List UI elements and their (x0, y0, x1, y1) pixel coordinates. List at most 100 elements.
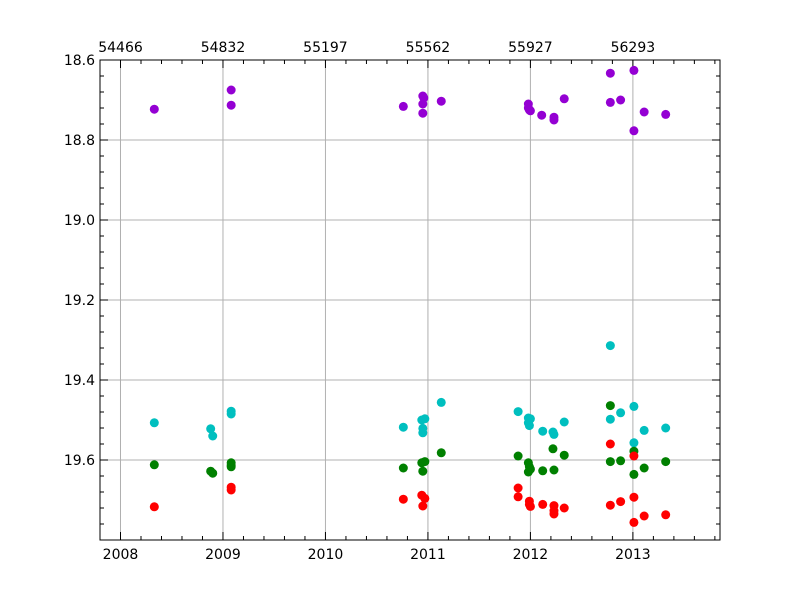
data-point (436, 397, 446, 407)
data-point (605, 68, 615, 78)
data-point (149, 418, 159, 428)
top-tick-label: 55562 (406, 40, 451, 56)
x-tick-label: 2011 (410, 547, 446, 563)
data-point (398, 422, 408, 432)
data-point (226, 462, 236, 472)
data-point (418, 428, 428, 438)
data-point (629, 401, 639, 411)
data-point (605, 341, 615, 351)
data-point (661, 109, 671, 119)
data-point (538, 499, 548, 509)
data-point (226, 485, 236, 495)
data-point (420, 414, 430, 424)
data-point (605, 500, 615, 510)
data-point (616, 456, 626, 466)
data-point (420, 493, 430, 503)
top-tick-label: 55197 (303, 40, 348, 56)
data-point (420, 457, 430, 467)
grid-lines (100, 59, 720, 540)
tick-labels: 2008 2009 2010 2011 2012 2013 54466 54832 55197 5… (64, 40, 655, 563)
data-point (661, 457, 671, 467)
data-point (513, 483, 523, 493)
data-points (149, 65, 671, 527)
data-point (559, 417, 569, 427)
data-point (226, 85, 236, 95)
data-point (525, 106, 535, 116)
data-point (559, 94, 569, 104)
data-point (418, 501, 428, 511)
data-point (605, 97, 615, 107)
data-point (629, 126, 639, 136)
data-point (549, 115, 559, 125)
data-point (206, 424, 216, 434)
data-point (661, 510, 671, 520)
x-tick-label: 2013 (615, 547, 651, 563)
data-point (616, 408, 626, 418)
y-tick-label: 18.8 (64, 133, 95, 149)
data-point (629, 438, 639, 448)
data-point (537, 110, 547, 120)
data-point (639, 463, 649, 473)
top-tick-label: 56293 (611, 40, 656, 56)
data-point (149, 460, 159, 470)
top-tick-label: 54832 (201, 40, 246, 56)
data-point (639, 425, 649, 435)
y-tick-label: 19.6 (64, 453, 95, 469)
data-point (149, 502, 159, 512)
data-point (549, 429, 559, 439)
data-point (524, 421, 534, 431)
data-point (525, 414, 535, 424)
data-point (538, 466, 548, 476)
data-point (639, 107, 649, 117)
data-point (629, 492, 639, 502)
x-tick-label: 2008 (103, 547, 139, 563)
data-point (436, 96, 446, 106)
data-point (513, 451, 523, 461)
data-point (538, 426, 548, 436)
data-point (226, 409, 236, 419)
x-tick-label: 2012 (513, 547, 549, 563)
data-point (513, 407, 523, 417)
y-tick-label: 19.4 (64, 373, 95, 389)
data-point (398, 463, 408, 473)
axis-ticks (99, 59, 720, 540)
data-point (548, 444, 558, 454)
data-point (418, 108, 428, 118)
data-point (629, 517, 639, 527)
data-point (616, 95, 626, 105)
data-point (639, 511, 649, 521)
plot-frame (99, 59, 721, 541)
data-point (629, 469, 639, 479)
data-point (549, 509, 559, 519)
data-point (629, 451, 639, 461)
data-point (398, 494, 408, 504)
data-point (226, 100, 236, 110)
y-tick-label: 18.6 (64, 53, 95, 69)
data-point (661, 423, 671, 433)
data-point (549, 465, 559, 475)
data-point (525, 501, 535, 511)
data-point (418, 466, 428, 476)
x-tick-label: 2010 (308, 547, 344, 563)
data-point (208, 468, 218, 478)
y-tick-label: 19.2 (64, 293, 95, 309)
top-tick-label: 54466 (98, 40, 143, 56)
data-point (523, 467, 533, 477)
data-point (559, 450, 569, 460)
top-tick-label: 55927 (508, 40, 553, 56)
data-point (605, 401, 615, 411)
data-point (149, 104, 159, 114)
data-point (605, 439, 615, 449)
y-tick-label: 19.0 (64, 213, 95, 229)
data-point (605, 414, 615, 424)
data-point (605, 457, 615, 467)
data-point (559, 503, 569, 513)
data-point (418, 99, 428, 109)
x-tick-label: 2009 (205, 547, 241, 563)
data-point (629, 65, 639, 75)
data-point (436, 448, 446, 458)
data-point (208, 431, 218, 441)
data-point (513, 492, 523, 502)
data-point (398, 101, 408, 111)
